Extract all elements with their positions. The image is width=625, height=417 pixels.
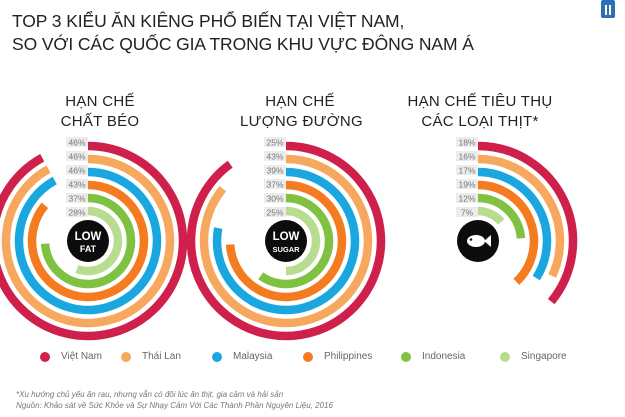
low-sugar-badge-icon (265, 220, 307, 262)
footnote: *Xu hướng chủ yếu ăn rau, nhưng vẫn có đ… (16, 389, 333, 411)
arc-malaysia (477, 167, 552, 281)
value-label-thai-lan: 46% (68, 152, 85, 162)
fish-body (467, 235, 485, 247)
arc-indonesia (40, 193, 136, 289)
legend-item-viet-nam: Việt Nam (40, 351, 102, 362)
value-label-thai-lan: 43% (266, 152, 283, 162)
legend-item-indonesia: Indonesia (401, 351, 465, 362)
panel-title-fat: HẠN CHẾ CHẤT BÉO (45, 92, 155, 132)
arc-thai-lan (1, 154, 175, 328)
value-label-singapore: 28% (68, 208, 85, 218)
panel-title-meat-line-1: HẠN CHẾ TIÊU THỤ (407, 93, 553, 110)
legend-label: Malaysia (233, 351, 273, 362)
badge-text-line-1: LOW (273, 231, 300, 243)
arc-philippines (477, 180, 539, 285)
value-label-bg (66, 193, 88, 203)
panel-title-meat-line-2: CÁC LOẠI THỊT* (421, 113, 539, 130)
value-label-viet-nam: 46% (68, 138, 85, 148)
legend-item-philippines: Philippines (303, 351, 372, 362)
value-label-philippines: 19% (458, 180, 475, 190)
value-label-malaysia: 17% (458, 166, 475, 176)
panel-title-sugar-line-1: HẠN CHẾ (265, 93, 335, 110)
arc-singapore (477, 206, 505, 225)
arc-philippines (225, 180, 347, 302)
badge-text-line-1: LOW (75, 231, 102, 243)
arc-indonesia (477, 193, 526, 239)
panel-title-sugar-line-2: LƯỢNG ĐƯỜNG (240, 113, 363, 130)
value-label-philippines: 37% (266, 180, 283, 190)
legend-swatch (401, 351, 411, 362)
value-label-thai-lan: 16% (458, 152, 475, 162)
legend-swatch (500, 351, 510, 362)
arc-indonesia (258, 193, 334, 289)
value-label-bg (264, 207, 286, 217)
panel-title-fat-line-2: CHẤT BÉO (60, 113, 140, 130)
arc-malaysia (212, 167, 360, 315)
chart-title-line-1: TOP 3 KIỂU ĂN KIÊNG PHỔ BIẾN TẠI VIỆT NA… (12, 11, 405, 31)
value-label-bg (456, 137, 478, 147)
footnote-note: *Xu hướng chủ yếu ăn rau, nhưng vẫn có đ… (16, 390, 284, 399)
value-label-viet-nam: 25% (266, 138, 283, 148)
legend-swatch (303, 351, 313, 362)
value-label-bg (264, 193, 286, 203)
arc-viet-nam (477, 141, 578, 305)
value-label-singapore: 25% (266, 208, 283, 218)
arc-thai-lan (199, 154, 373, 328)
low-fat-badge-icon (67, 220, 109, 262)
panel-title-meat: HẠN CHẾ TIÊU THỤ CÁC LOẠI THỊT* (405, 92, 555, 132)
brand-logo-icon (601, 0, 615, 18)
legend-label: Singapore (521, 351, 567, 362)
fish-tail (484, 235, 491, 247)
fish-eye (469, 238, 473, 241)
legend-label: Thái Lan (142, 351, 181, 362)
badge-text-line-2: FAT (80, 244, 97, 254)
value-label-bg (66, 179, 88, 189)
value-label-bg (66, 165, 88, 175)
legend-swatch (40, 351, 50, 362)
chart-title-line-2: SO VỚI CÁC QUỐC GIA TRONG KHU VỰC ĐÔNG N… (12, 34, 474, 54)
value-label-bg (456, 165, 478, 175)
arc-singapore (75, 206, 123, 276)
chart-title: TOP 3 KIỂU ĂN KIÊNG PHỔ BIẾN TẠI VIỆT NA… (12, 10, 572, 56)
arc-thai-lan (477, 154, 565, 278)
value-label-bg (456, 207, 478, 217)
badge-text-line-2: SUGAR (272, 245, 300, 254)
arc-viet-nam (186, 141, 386, 341)
value-label-bg (456, 193, 478, 203)
value-label-bg (456, 151, 478, 161)
arc-malaysia (14, 167, 162, 315)
value-label-bg (264, 179, 286, 189)
value-label-bg (264, 137, 286, 147)
legend-swatch (121, 351, 131, 362)
value-label-bg (66, 151, 88, 161)
value-label-indonesia: 37% (68, 194, 85, 204)
legend-label: Việt Nam (61, 351, 102, 362)
panel-title-sugar: HẠN CHẾ LƯỢNG ĐƯỜNG (240, 92, 363, 132)
value-label-bg (456, 179, 478, 189)
value-label-singapore: 7% (461, 208, 474, 218)
arc-singapore (285, 206, 321, 276)
footnote-source: Nguồn: Khảo sát về Sức Khỏe và Sự Nhạy C… (16, 401, 333, 410)
legend: Việt Nam Thái Lan Malaysia Philippines I… (0, 351, 625, 371)
value-label-bg (264, 165, 286, 175)
legend-label: Indonesia (422, 351, 466, 362)
value-label-indonesia: 12% (458, 194, 475, 204)
panel-title-fat-line-1: HẠN CHẾ (65, 93, 135, 110)
arc-viet-nam (0, 141, 188, 341)
value-label-viet-nam: 18% (458, 138, 475, 148)
legend-swatch (212, 351, 222, 362)
value-label-philippines: 43% (68, 180, 85, 190)
legend-item-malaysia: Malaysia (212, 351, 272, 362)
value-label-bg (66, 207, 88, 217)
value-label-malaysia: 39% (266, 166, 283, 176)
value-label-bg (264, 151, 286, 161)
arc-philippines (27, 180, 149, 302)
value-label-malaysia: 46% (68, 166, 85, 176)
value-label-bg (66, 137, 88, 147)
legend-label: Philippines (324, 351, 373, 362)
legend-item-singapore: Singapore (500, 351, 567, 362)
legend-item-thai-lan: Thái Lan (121, 351, 181, 362)
value-label-indonesia: 30% (266, 194, 283, 204)
